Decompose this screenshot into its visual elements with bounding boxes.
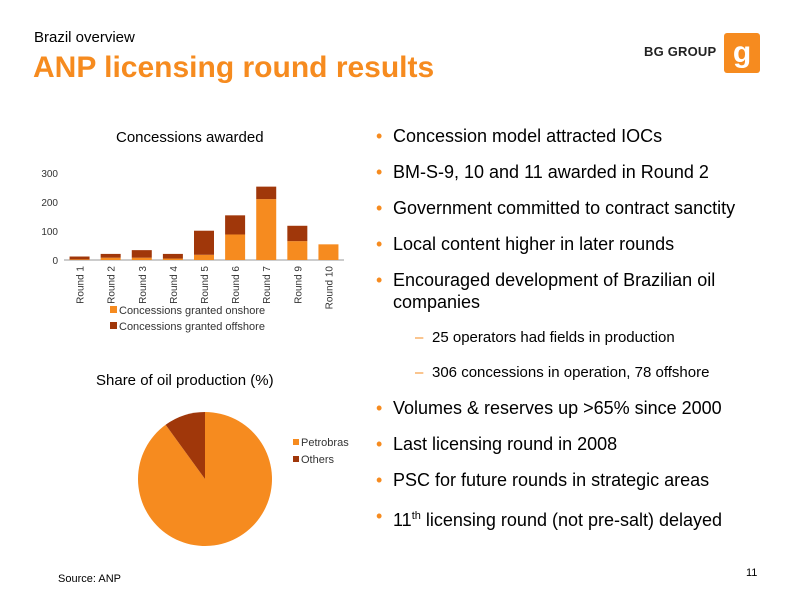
y-tick-label: 0 xyxy=(52,256,58,267)
bar-segment xyxy=(69,259,90,260)
sub-bullet-item: 25 operators had fields in production xyxy=(376,327,786,349)
bullet-item: PSC for future rounds in strategic areas xyxy=(376,469,786,491)
bullet-text: Volumes & reserves up >65% since 2000 xyxy=(393,398,722,418)
y-tick-label: 300 xyxy=(41,169,58,180)
x-tick-label: Round 3 xyxy=(138,266,149,304)
bullet-text: Government committed to contract sanctit… xyxy=(393,198,736,218)
page-number: 11 xyxy=(746,567,758,579)
bullet-text: Last licensing round in 2008 xyxy=(393,434,618,454)
pie-chart-title: Share of oil production (%) xyxy=(96,372,274,389)
y-tick-label: 200 xyxy=(41,198,58,209)
bullet-text: licensing round (not pre-salt) delayed xyxy=(425,510,723,530)
legend-swatch xyxy=(110,322,117,329)
bar-segment xyxy=(287,241,308,260)
bullet-text: Concession model attracted IOCs xyxy=(393,126,663,146)
bar-segment xyxy=(194,254,214,260)
bullet-text: Encouraged development of Brazilian oil … xyxy=(393,270,716,312)
x-tick-label: Round 2 xyxy=(107,266,118,304)
bullet-text: 25 operators had fields in production xyxy=(432,329,675,346)
legend-label: Concessions granted offshore xyxy=(119,321,265,333)
bar-segment xyxy=(256,186,277,200)
bullet-item: Concession model attracted IOCs xyxy=(376,125,786,147)
bullet-text: BM-S-9, 10 and 11 awarded in Round 2 xyxy=(393,162,709,182)
bar-segment xyxy=(225,215,246,235)
x-tick-label: Round 4 xyxy=(169,266,180,304)
concessions-bar-chart: 0 100 200 300 Round 1 Round 2 Round 3 Round 4 Ro… xyxy=(41,169,344,333)
bar-segment xyxy=(131,250,152,258)
x-tick-label: Round 5 xyxy=(200,266,211,304)
bullet-item: Volumes & reserves up >65% since 2000 xyxy=(376,397,786,419)
x-tick-label: Round 9 xyxy=(293,266,304,304)
bullet-item: Local content higher in later rounds xyxy=(376,233,786,255)
bullet-text: 306 concessions in operation, 78 offshor… xyxy=(432,364,710,381)
bar-segment xyxy=(100,253,121,258)
bullet-item: 11th licensing round (not pre-salt) dela… xyxy=(376,505,786,531)
slide-subtitle: Brazil overview xyxy=(34,29,135,46)
y-tick-label: 100 xyxy=(41,227,58,238)
brand-name: BG GROUP xyxy=(644,44,717,59)
x-tick-label: Round 1 xyxy=(76,266,87,304)
bullet-number: 11 xyxy=(393,510,412,530)
legend-swatch xyxy=(110,306,117,313)
bar-segment xyxy=(225,234,246,260)
bar-segment xyxy=(162,258,183,260)
legend-label: Concessions granted onshore xyxy=(119,305,265,317)
x-tick-label: Round 10 xyxy=(324,266,335,310)
bar-segment xyxy=(131,257,152,260)
svg-text:g: g xyxy=(733,36,751,69)
oil-production-pie-chart: Petrobras Others xyxy=(138,412,349,546)
ordinal-suffix: th xyxy=(411,510,421,522)
bullet-item: Last licensing round in 2008 xyxy=(376,433,786,455)
sub-bullet-item: 306 concessions in operation, 78 offshor… xyxy=(376,362,786,384)
bar-segment xyxy=(194,230,214,255)
key-points-list: Concession model attracted IOCs BM-S-9, 1… xyxy=(376,125,786,545)
bullet-item: BM-S-9, 10 and 11 awarded in Round 2 xyxy=(376,161,786,183)
bullet-item: Government committed to contract sanctit… xyxy=(376,197,786,219)
pie-slice-others xyxy=(165,412,205,479)
bullet-item: Encouraged development of Brazilian oil … xyxy=(376,269,786,313)
source-note: Source: ANP xyxy=(58,573,121,585)
bar-segment xyxy=(100,257,121,260)
bar-segment xyxy=(162,253,183,259)
x-tick-label: Round 6 xyxy=(231,266,242,304)
legend-label: Petrobras xyxy=(301,437,349,449)
bar-segment xyxy=(287,225,308,242)
legend-swatch xyxy=(293,439,299,445)
bar-segment xyxy=(256,199,277,260)
bar-segment xyxy=(318,244,339,260)
bar-segment xyxy=(69,256,90,260)
bullet-text: PSC for future rounds in strategic areas xyxy=(393,470,710,490)
bg-group-logo-icon: g xyxy=(724,33,760,73)
bar-chart-title: Concessions awarded xyxy=(116,129,264,146)
x-tick-label: Round 7 xyxy=(262,266,273,304)
legend-label: Others xyxy=(301,454,335,466)
legend-swatch xyxy=(293,456,299,462)
slide-title: ANP licensing round results xyxy=(33,51,435,84)
bullet-text: Local content higher in later rounds xyxy=(393,234,675,254)
